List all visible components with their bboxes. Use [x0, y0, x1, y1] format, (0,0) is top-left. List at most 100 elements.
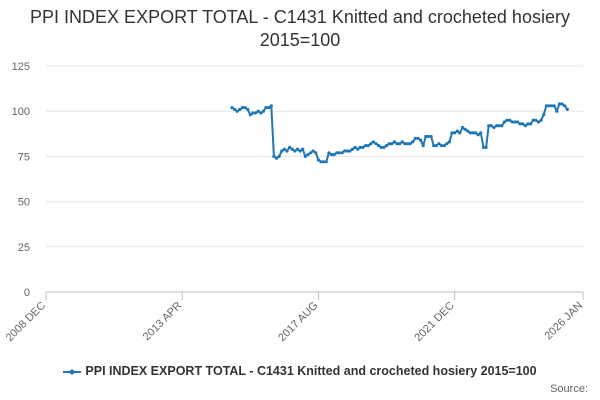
data-point[interactable] [285, 149, 289, 153]
data-point[interactable] [319, 160, 323, 164]
data-point[interactable] [471, 131, 475, 135]
data-point[interactable] [447, 140, 451, 144]
data-point[interactable] [515, 120, 520, 124]
data-point[interactable] [358, 145, 362, 149]
data-point[interactable] [474, 131, 478, 135]
data-point[interactable] [450, 131, 454, 135]
data-point[interactable] [411, 140, 415, 144]
data-point[interactable] [550, 104, 554, 108]
data-point[interactable] [518, 122, 522, 126]
data-point[interactable] [290, 147, 294, 151]
data-point[interactable] [510, 120, 514, 124]
data-point[interactable] [387, 142, 391, 146]
data-point[interactable] [392, 140, 396, 144]
data-point[interactable] [369, 142, 373, 146]
data-point[interactable] [343, 149, 347, 153]
data-point[interactable] [463, 127, 467, 131]
data-point[interactable] [479, 131, 483, 135]
data-point[interactable] [280, 149, 284, 153]
data-point[interactable] [256, 109, 260, 113]
data-point[interactable] [230, 106, 234, 110]
data-point[interactable] [552, 104, 556, 108]
data-point[interactable] [371, 140, 375, 144]
data-point[interactable] [495, 124, 499, 128]
data-point[interactable] [413, 136, 417, 140]
data-point[interactable] [298, 149, 302, 153]
data-point[interactable] [384, 144, 389, 148]
data-point[interactable] [513, 120, 517, 124]
data-point[interactable] [277, 154, 281, 158]
data-point[interactable] [442, 144, 446, 148]
data-point[interactable] [306, 153, 310, 157]
data-point[interactable] [432, 144, 436, 148]
data-point[interactable] [259, 111, 263, 115]
data-point[interactable] [329, 153, 334, 157]
data-point[interactable] [500, 124, 504, 128]
data-point[interactable] [295, 147, 300, 151]
data-point[interactable] [366, 144, 370, 148]
data-point[interactable] [555, 109, 559, 113]
data-point[interactable] [400, 140, 404, 144]
data-point[interactable] [426, 134, 430, 139]
data-point[interactable] [390, 142, 394, 146]
data-point[interactable] [293, 149, 297, 153]
data-point[interactable] [350, 147, 355, 151]
data-point[interactable] [484, 145, 488, 149]
data-point[interactable] [529, 122, 533, 126]
data-point[interactable] [523, 124, 528, 128]
data-point[interactable] [314, 151, 318, 155]
data-point[interactable] [327, 151, 331, 155]
data-point[interactable] [395, 142, 399, 146]
data-point[interactable] [544, 104, 548, 108]
data-point[interactable] [261, 109, 265, 113]
data-point[interactable] [531, 118, 535, 122]
data-point[interactable] [267, 106, 271, 110]
data-point[interactable] [269, 104, 273, 108]
data-point[interactable] [353, 145, 357, 149]
data-point[interactable] [398, 142, 402, 146]
data-point[interactable] [264, 106, 268, 110]
data-point[interactable] [489, 124, 493, 128]
data-point[interactable] [235, 109, 239, 113]
data-point[interactable] [458, 131, 462, 135]
data-point[interactable] [405, 142, 410, 146]
data-point[interactable] [309, 151, 313, 155]
data-point[interactable] [251, 111, 255, 115]
data-point[interactable] [468, 131, 472, 135]
data-point[interactable] [542, 113, 546, 117]
data-point[interactable] [288, 145, 292, 149]
data-point[interactable] [348, 149, 352, 153]
data-point[interactable] [379, 145, 383, 149]
data-point[interactable] [560, 102, 564, 106]
data-point[interactable] [332, 153, 336, 157]
data-point[interactable] [429, 134, 433, 139]
data-point[interactable] [534, 118, 538, 122]
data-point[interactable] [301, 147, 305, 151]
data-point[interactable] [434, 144, 438, 148]
data-point[interactable] [403, 142, 407, 146]
data-point[interactable] [377, 144, 381, 148]
data-point[interactable] [240, 106, 245, 110]
data-point[interactable] [539, 118, 543, 122]
data-point[interactable] [322, 160, 326, 164]
data-point[interactable] [455, 129, 459, 133]
data-point[interactable] [437, 142, 441, 146]
data-point[interactable] [361, 145, 365, 149]
data-point[interactable] [243, 106, 247, 110]
data-point[interactable] [382, 145, 386, 149]
data-point[interactable] [481, 145, 486, 149]
data-point[interactable] [460, 125, 465, 130]
data-point[interactable] [408, 142, 412, 146]
data-point[interactable] [445, 142, 449, 146]
data-point[interactable] [439, 144, 444, 148]
legend[interactable]: PPI INDEX EXPORT TOTAL - C1431 Knitted a… [0, 364, 600, 378]
data-point[interactable] [492, 125, 496, 130]
data-point[interactable] [324, 160, 328, 164]
data-point[interactable] [563, 104, 567, 108]
data-point[interactable] [345, 149, 349, 153]
data-point[interactable] [421, 144, 425, 148]
data-point[interactable] [419, 138, 423, 142]
data-point[interactable] [272, 154, 276, 158]
data-point[interactable] [536, 120, 541, 124]
data-point[interactable] [356, 147, 360, 151]
